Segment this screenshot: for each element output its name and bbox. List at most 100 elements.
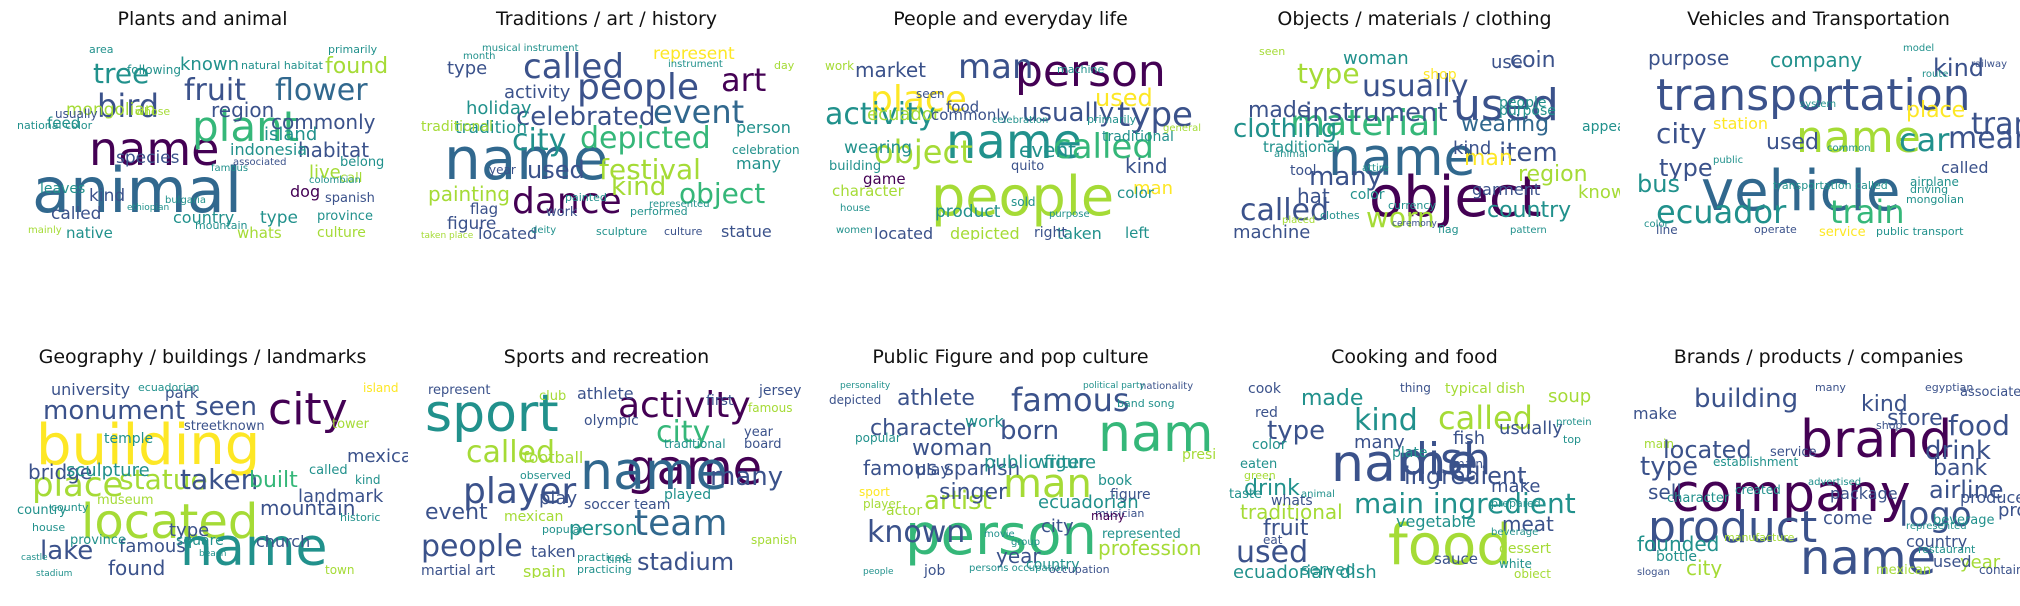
cloud-word: castle (21, 553, 48, 563)
panel-title: Sports and recreation (503, 346, 710, 368)
cloud-word: used (1766, 130, 1819, 155)
cloud-word: purpose (1648, 46, 1730, 70)
cloud-word: national color (17, 119, 93, 132)
cloud-word: museum (97, 493, 154, 508)
cloud-word: called (309, 463, 348, 478)
cloud-word: habitat (298, 138, 370, 162)
cloud-word: football (523, 448, 584, 467)
cloud-word: man (1464, 146, 1513, 171)
cloud-word: culture (664, 225, 703, 238)
cloud-word: make (1633, 404, 1677, 423)
cloud-word: type (1297, 57, 1360, 90)
cloud-word: event (1019, 138, 1076, 162)
cloud-word: railway (1971, 59, 2008, 70)
panel-title: Geography / buildings / landmarks (38, 346, 367, 368)
cloud-word: animal (1301, 489, 1335, 500)
cloud-word: traditional (421, 119, 493, 135)
cloud-word: represented (1906, 521, 1967, 532)
cloud-word: singer (939, 480, 1008, 505)
cloud-word: many (1354, 432, 1405, 453)
cloud-word: color (1644, 219, 1669, 230)
cloud-word: kind (1861, 392, 1908, 417)
cloud-word: depicted (950, 224, 1020, 241)
cloud-word: color (1350, 187, 1385, 203)
cloud-word: used (1236, 535, 1309, 570)
cloud-word: mean (1948, 121, 2020, 156)
cloud-word: practiced (577, 551, 629, 564)
cloud-word: people (1499, 95, 1547, 111)
cloud-word: famous (211, 163, 249, 174)
cloud-word: work (965, 412, 1004, 431)
cloud-word: ecuadorian (138, 381, 200, 394)
cloud-word: character (832, 182, 904, 200)
cloud-word: ecuadorian (1038, 492, 1139, 513)
cloud-word: public transport (1876, 225, 1964, 238)
cloud-word: sell (1648, 480, 1682, 504)
cloud-word: seen (916, 87, 945, 101)
cloud-word: produced (1960, 488, 2020, 507)
panel-title: People and everyday life (893, 8, 1128, 30)
cloud-word: work (825, 59, 855, 73)
cloud-word: food (1388, 513, 1512, 578)
cloud-word: temple (104, 431, 154, 447)
cloud-word: political party (1083, 381, 1145, 391)
cloud-word: statue (721, 222, 772, 240)
cloud-word: mongolian (66, 100, 156, 120)
cloud-word: used (527, 156, 585, 184)
cloud-word: game (863, 170, 906, 188)
cloud-word: object (874, 133, 973, 171)
cloud-word: dog (290, 182, 321, 201)
cloud-word: manufacture (1724, 531, 1795, 544)
cloud-word: culture (317, 225, 366, 240)
cloud-word: type (447, 58, 488, 79)
cloud-word: place (870, 79, 967, 120)
cloud-word: people (863, 567, 894, 577)
cloud-word: restaurant (1918, 543, 1976, 556)
cloud-word: flag (1438, 223, 1459, 236)
cloud-word: come (1823, 508, 1873, 529)
cloud-word: street (184, 419, 223, 434)
cloud-word: usually (55, 107, 98, 121)
cloud-word: mountain (195, 219, 248, 232)
cloud-word: team (634, 503, 728, 544)
cloud-word: whats (1271, 493, 1313, 509)
cloud-word: clothing (1233, 114, 1338, 144)
cloud-word: used (1933, 552, 1972, 571)
cloud-word: native (66, 224, 113, 241)
cloud-word: city (656, 415, 711, 450)
cloud-word: meat (1502, 512, 1554, 536)
cloud-word: type (169, 520, 210, 541)
cloud-word: represented (1102, 527, 1181, 542)
cloud-word: public figure (984, 452, 1097, 473)
cloud-word: year (489, 163, 516, 177)
cloud-word: jersey (759, 383, 802, 399)
cloud-word: lake (40, 536, 94, 566)
cloud-word: mountain (260, 496, 356, 520)
cloud-word: year (744, 425, 774, 440)
cloud-word: item (1499, 138, 1558, 168)
panel-title: Vehicles and Transportation (1687, 8, 1950, 30)
cloud-word: popular (855, 431, 901, 445)
cloud-word: painting (428, 182, 510, 206)
cloud-word: known (1578, 182, 1620, 203)
cloud-word: mexican (1876, 563, 1932, 578)
word-cloud-panel: Cooking and food food name dish called kind ma… (1217, 346, 1620, 606)
cloud-word: vegetable (1396, 512, 1476, 531)
cloud-word: line (1656, 223, 1678, 237)
word-cloud: people name person place object called type man… (821, 40, 1216, 240)
cloud-word: flag (470, 200, 499, 218)
cloud-word: object (1369, 165, 1542, 230)
cloud-word: airline (1929, 476, 2004, 504)
cloud-word: name (89, 122, 220, 176)
cloud-word: many (710, 462, 784, 492)
cloud-word: many (1091, 509, 1125, 523)
cloud-word: white (1499, 557, 1532, 571)
cloud-word: used (1453, 80, 1559, 131)
cloud-word: country (1487, 198, 1572, 223)
cloud-word: primarily (1087, 113, 1137, 126)
cloud-word: character (1667, 491, 1730, 506)
cloud-word: park (165, 384, 199, 402)
cloud-word: year (1960, 552, 2001, 573)
cloud-word: called (1240, 193, 1330, 228)
cloud-word: taste (1229, 487, 1262, 502)
